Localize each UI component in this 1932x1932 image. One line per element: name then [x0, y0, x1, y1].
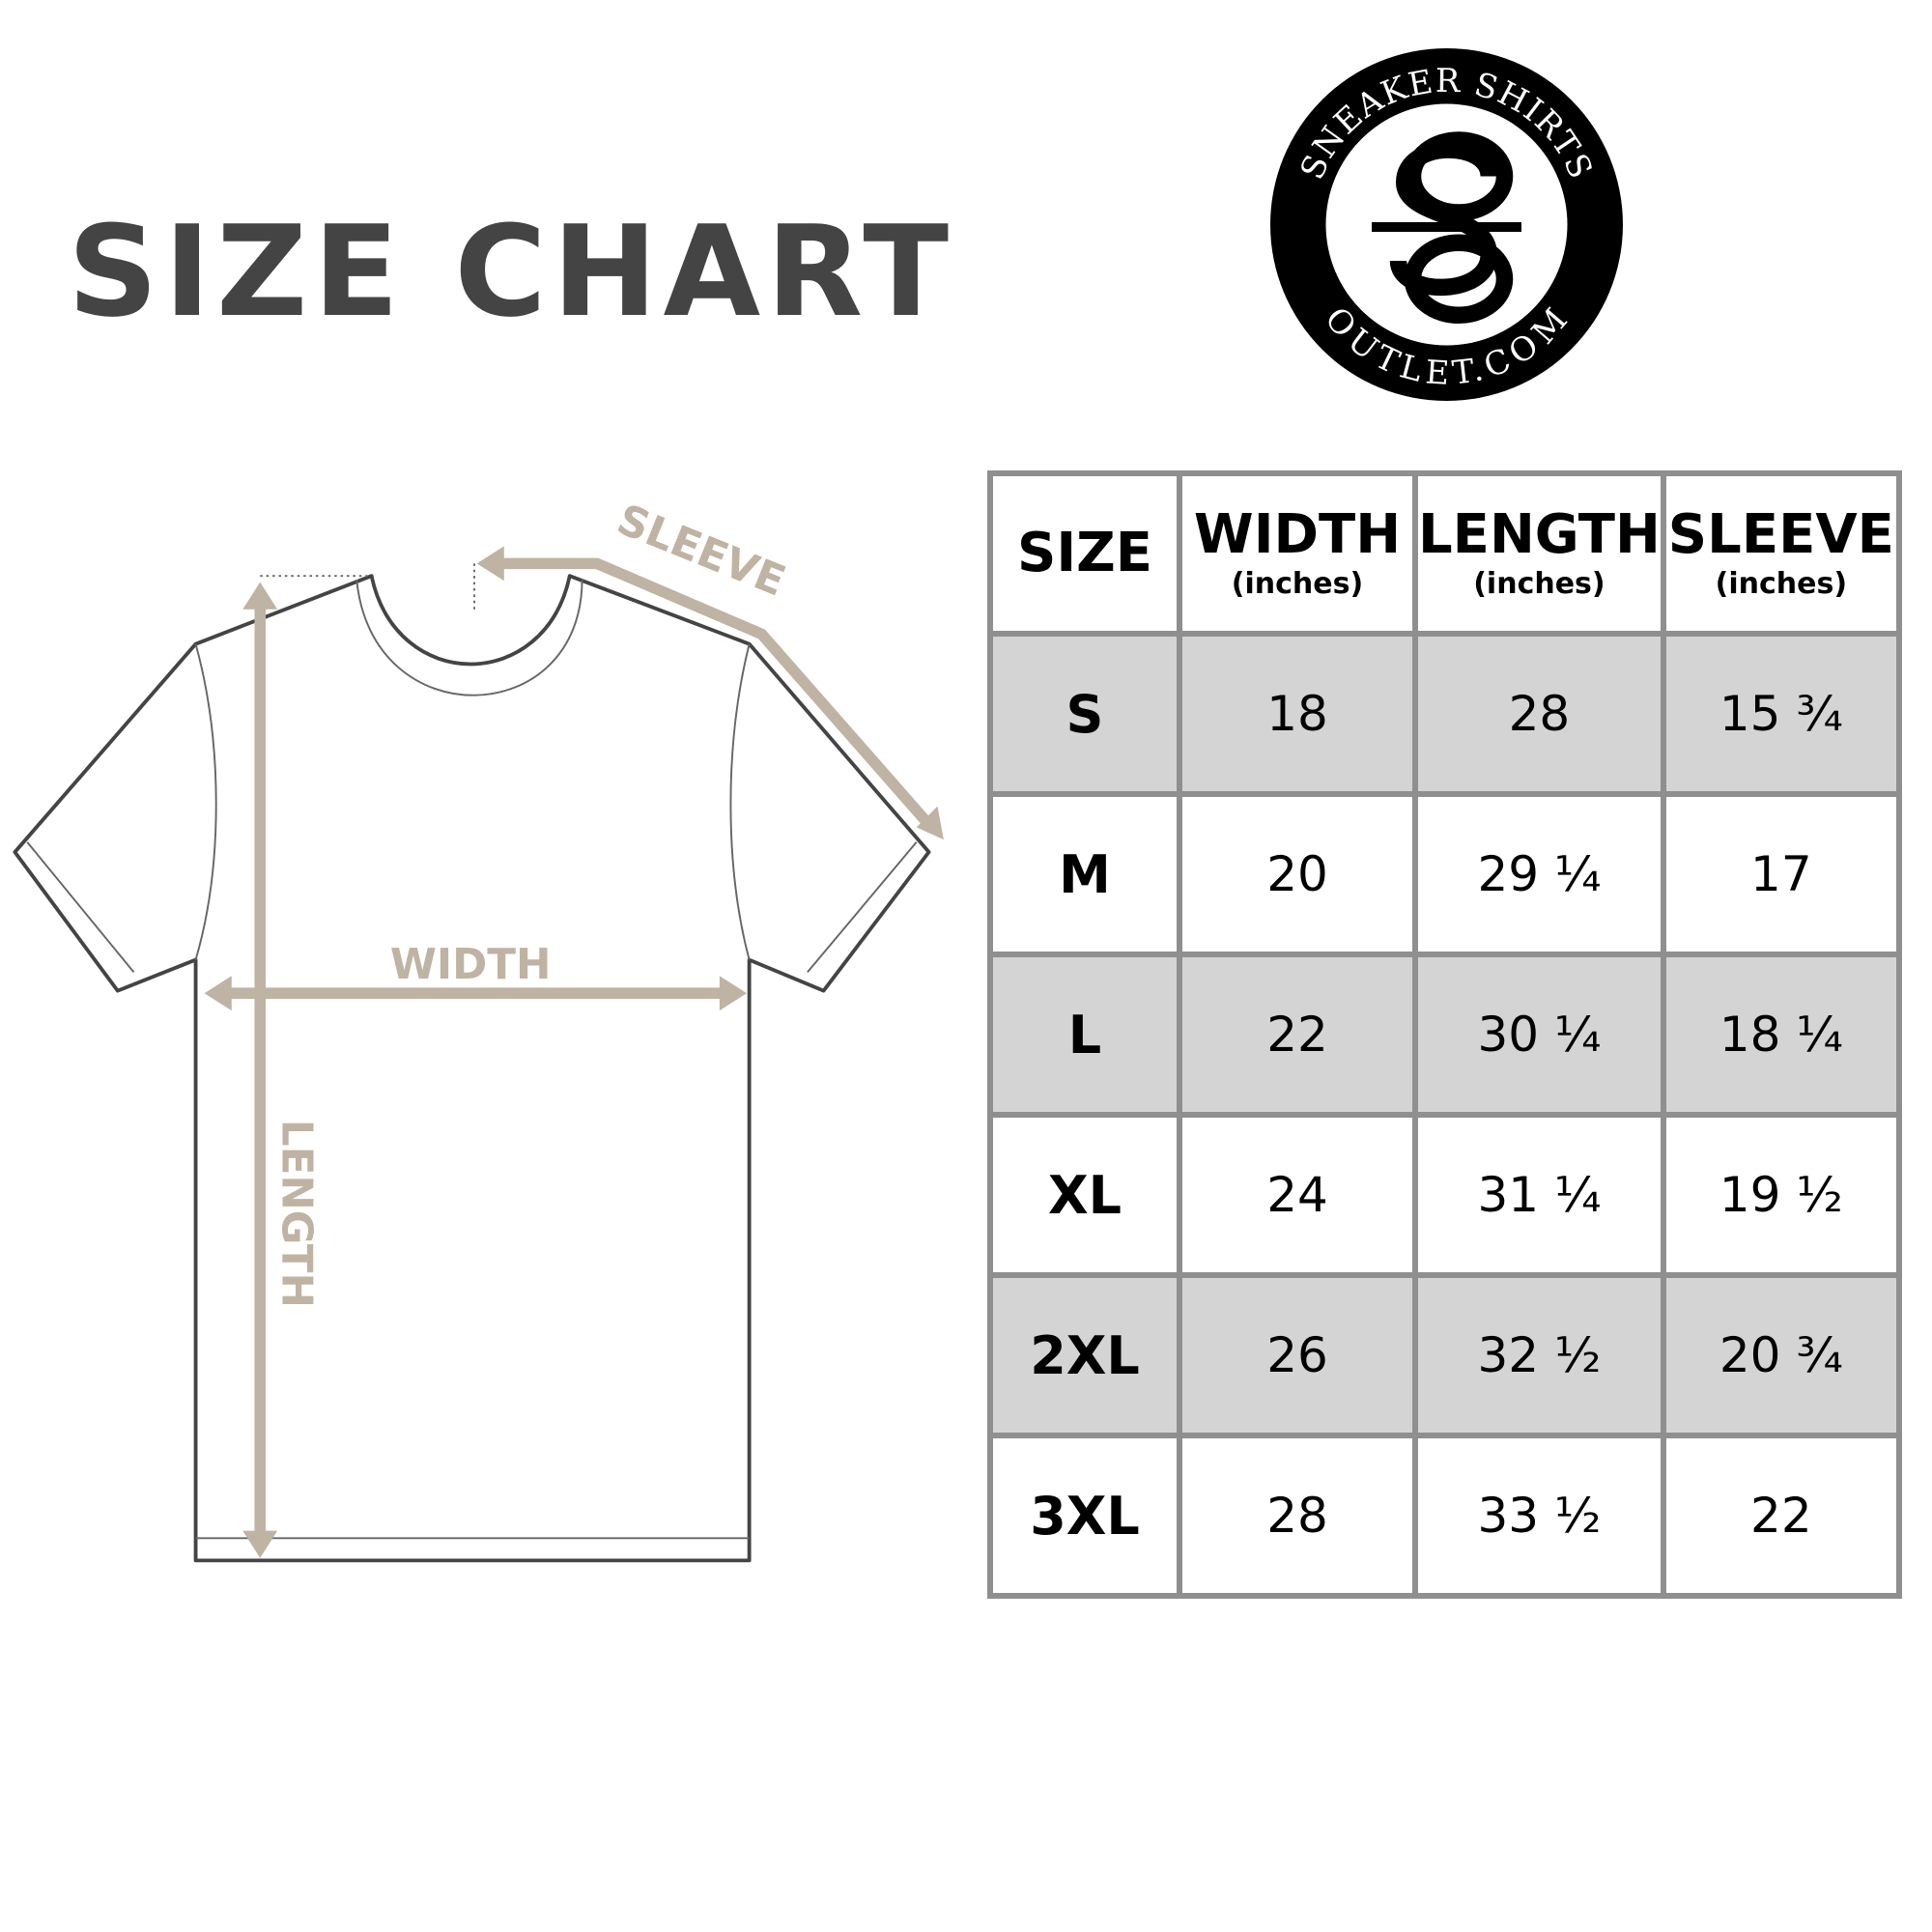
sleeve-cell: 17 [1660, 791, 1902, 957]
size-cell: M [987, 791, 1182, 957]
sleeve-arrow [495, 557, 936, 832]
header-size: SIZE [987, 470, 1182, 637]
header-sleeve: SLEEVE (inches) [1660, 470, 1902, 637]
sleeve-cell: 19 ½ [1660, 1112, 1902, 1278]
sleeve-cell: 15 ¾ [1660, 631, 1902, 797]
sleeve-label: SLEEVE [611, 496, 792, 607]
table-row: 3XL 28 33 ½ 22 [987, 1433, 1902, 1599]
table-row: L 22 30 ¼ 18 ¼ [987, 952, 1902, 1118]
page-title: SIZE CHART [68, 198, 955, 345]
length-cell: 32 ½ [1412, 1272, 1666, 1438]
width-cell: 28 [1177, 1433, 1418, 1599]
width-cell: 18 [1177, 631, 1418, 797]
length-cell: 31 ¼ [1412, 1112, 1666, 1278]
sleeve-cell: 18 ¼ [1660, 952, 1902, 1118]
width-cell: 20 [1177, 791, 1418, 957]
table-row: M 20 29 ¼ 17 [987, 791, 1902, 957]
length-cell: 30 ¼ [1412, 952, 1666, 1118]
table-header-row: SIZE WIDTH (inches) LENGTH (inches) SLEEVE… [987, 470, 1902, 637]
length-label: LENGTH [271, 1120, 320, 1308]
size-cell: 3XL [987, 1433, 1182, 1599]
width-label: WIDTH [390, 941, 552, 989]
width-cell: 26 [1177, 1272, 1418, 1438]
size-cell: S [987, 631, 1182, 797]
table-row: S 18 28 15 ¾ [987, 631, 1902, 797]
sleeve-cell: 20 ¾ [1660, 1272, 1902, 1438]
shirt-outline [13, 574, 931, 1563]
monogram-icon [1372, 131, 1521, 324]
size-cell: L [987, 952, 1182, 1118]
width-cell: 24 [1177, 1112, 1418, 1278]
length-cell: 28 [1412, 631, 1666, 797]
length-cell: 33 ½ [1412, 1433, 1666, 1599]
sleeve-cell: 22 [1660, 1433, 1902, 1599]
size-table: SIZE WIDTH (inches) LENGTH (inches) SLEEVE… [987, 470, 1902, 1599]
size-cell: 2XL [987, 1272, 1182, 1438]
table-row: XL 24 31 ¼ 19 ½ [987, 1112, 1902, 1278]
table-row: 2XL 26 32 ½ 20 ¾ [987, 1272, 1902, 1438]
header-length: LENGTH (inches) [1412, 470, 1666, 637]
header-width: WIDTH (inches) [1177, 470, 1418, 637]
width-cell: 22 [1177, 952, 1418, 1118]
length-cell: 29 ¼ [1412, 791, 1666, 957]
brand-logo: SNEAKER SHIRTS OUTLET.COM [1270, 48, 1623, 401]
size-cell: XL [987, 1112, 1182, 1278]
